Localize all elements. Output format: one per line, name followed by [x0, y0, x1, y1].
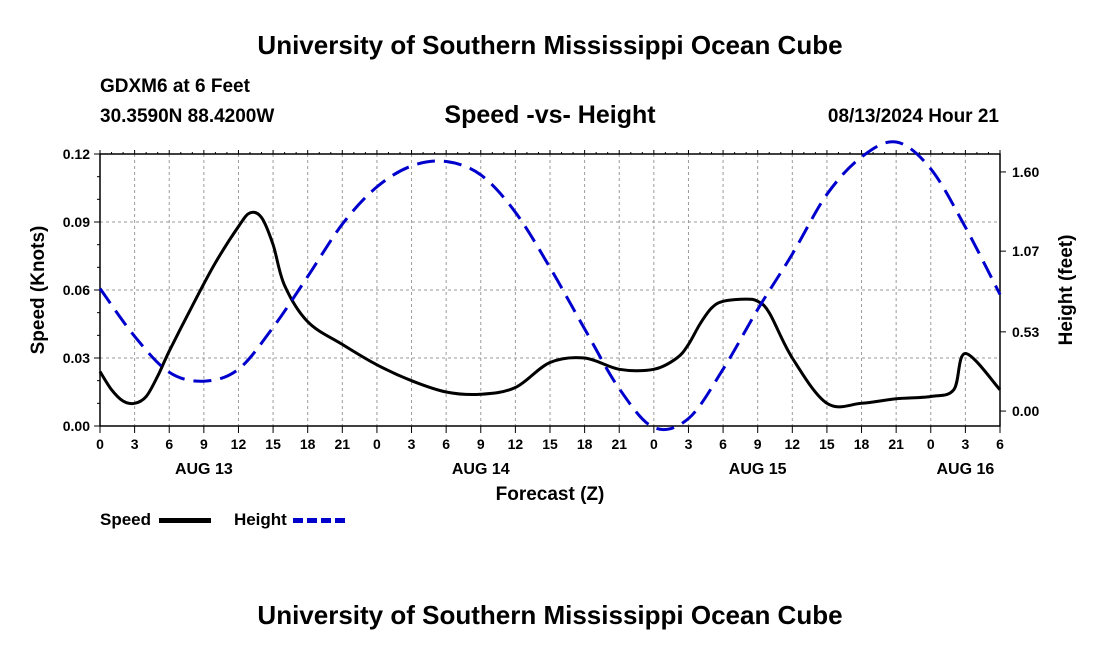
y-tick-label: 0.00: [63, 418, 90, 434]
date-label: AUG 14: [452, 461, 510, 478]
y2-tick-label: 1.07: [1012, 243, 1039, 259]
x-tick-label: 15: [819, 436, 835, 452]
x-tick-label: 21: [611, 436, 627, 452]
x-tick-label: 3: [961, 436, 969, 452]
y-tick-label: 0.12: [63, 146, 90, 162]
x-tick-label: 3: [408, 436, 416, 452]
x-axis-label: Forecast (Z): [496, 484, 605, 505]
x-tick-label: 6: [442, 436, 450, 452]
y2-tick-label: 1.60: [1012, 164, 1039, 180]
x-tick-label: 9: [477, 436, 485, 452]
chart-subtitle: Speed -vs- Height: [444, 101, 656, 129]
x-tick-label: 9: [200, 436, 208, 452]
x-tick-label: 0: [650, 436, 658, 452]
station-label: GDXM6 at 6 Feet: [100, 76, 250, 97]
date-label: AUG 13: [175, 461, 233, 478]
legend-height-swatch: [293, 518, 346, 524]
series: [98, 140, 1002, 432]
y-axis-label: Speed (Knots): [28, 226, 49, 355]
x-tick-label: 6: [165, 436, 173, 452]
y2-tick-label: 0.53: [1012, 324, 1039, 340]
date-label: 08/13/2024 Hour 21: [827, 106, 999, 127]
x-tick-label: 0: [96, 436, 104, 452]
x-tick-label: 12: [508, 436, 524, 452]
y2-tick-label: 0.00: [1012, 403, 1039, 419]
x-tick-label: 0: [927, 436, 935, 452]
y-tick-label: 0.09: [63, 214, 90, 230]
x-tick-label: 3: [131, 436, 139, 452]
legend-height-label: Height: [233, 510, 287, 529]
date-label: AUG 16: [936, 461, 994, 478]
axis-ticks: [94, 150, 1006, 433]
x-tick-label: 6: [719, 436, 727, 452]
y2-axis-label: Height (feet): [1056, 235, 1077, 346]
date-label: AUG 15: [729, 461, 787, 478]
chart-title: University of Southern Mississippi Ocean…: [257, 30, 843, 60]
legend-speed-label: Speed: [100, 510, 152, 529]
series-line-height: [98, 140, 1002, 432]
location-label: 30.3590N 88.4200W: [100, 106, 275, 127]
axis-labels: 0 3 6 9 12 15 18 21 0 3 6 9 12 15 18 21 0 3 6 9 12 15 18 21 0 3 6A…: [63, 146, 1040, 478]
x-tick-label: 3: [685, 436, 693, 452]
series-line-speed: [98, 210, 1002, 409]
legend: Speed Height: [100, 510, 346, 530]
x-tick-label: 15: [542, 436, 558, 452]
footer-title: University of Southern Mississippi Ocean…: [257, 600, 843, 630]
y-tick-label: 0.03: [63, 350, 90, 366]
x-tick-label: 15: [265, 436, 281, 452]
x-tick-label: 0: [373, 436, 381, 452]
x-tick-label: 18: [577, 436, 593, 452]
x-tick-label: 21: [888, 436, 904, 452]
x-tick-label: 18: [300, 436, 316, 452]
x-tick-label: 9: [754, 436, 762, 452]
legend-speed-swatch: [159, 518, 212, 524]
y-tick-label: 0.06: [63, 282, 90, 298]
x-tick-label: 18: [854, 436, 870, 452]
x-tick-label: 12: [785, 436, 801, 452]
x-tick-label: 12: [231, 436, 247, 452]
grid: [100, 154, 1000, 426]
x-tick-label: 6: [996, 436, 1004, 452]
x-tick-label: 21: [335, 436, 351, 452]
